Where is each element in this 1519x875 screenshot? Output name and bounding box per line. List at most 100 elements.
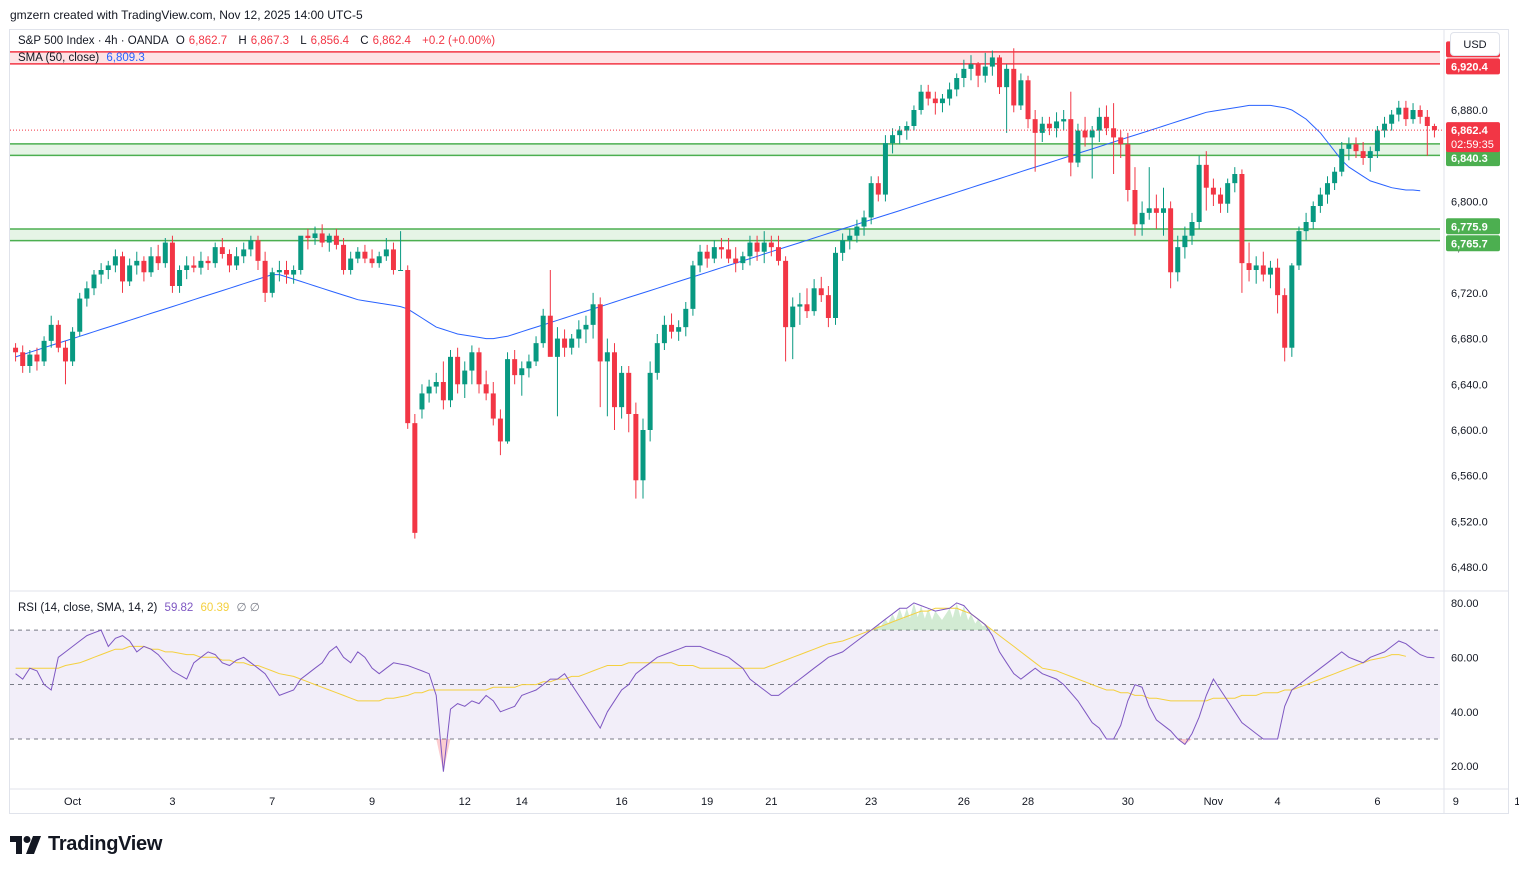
zone-label: 6,920.4	[1451, 61, 1489, 73]
candle	[455, 347, 461, 394]
candle	[1046, 116, 1052, 136]
candle-body	[726, 249, 732, 259]
candle	[134, 251, 140, 275]
candle	[333, 228, 339, 250]
candle-body	[426, 386, 432, 394]
candle-body	[1210, 187, 1216, 195]
candle	[911, 105, 917, 131]
candle-body	[255, 240, 261, 261]
candle	[547, 270, 553, 357]
candle	[1303, 212, 1309, 241]
candle-body	[533, 343, 539, 362]
candle-body	[362, 251, 368, 259]
symbol-label[interactable]: S&P 500 Index · 4h · OANDA	[18, 35, 169, 47]
time-tick-label: 28	[1022, 796, 1034, 808]
price-legend: S&P 500 Index · 4h · OANDA O 6,862.7 H 6,8…	[18, 35, 499, 47]
candle-body	[27, 354, 33, 366]
candle-body	[241, 249, 247, 257]
candle-body	[1068, 119, 1074, 163]
candle-body	[854, 226, 860, 236]
rsi-line	[15, 602, 1435, 772]
candle-body	[519, 368, 525, 376]
candle	[162, 238, 168, 268]
zone-label-bg	[1446, 218, 1500, 235]
rsi-sma-value: 60.39	[200, 602, 230, 614]
candle-body	[20, 352, 26, 366]
chart-frame	[9, 29, 1509, 814]
candle-body	[1282, 295, 1288, 348]
candle	[512, 350, 518, 385]
candle-body	[954, 78, 960, 90]
candle-body	[198, 260, 204, 268]
candle-body	[989, 57, 995, 67]
candle	[989, 50, 995, 76]
candle	[733, 247, 739, 273]
candle	[248, 235, 254, 257]
candle	[590, 292, 596, 339]
candle-body	[490, 393, 496, 419]
candle	[390, 242, 396, 275]
zone-label: 6,775.9	[1451, 221, 1488, 233]
candle-body	[711, 247, 717, 259]
time-tick-label: 19	[701, 796, 713, 808]
candle	[255, 235, 261, 270]
candle	[41, 336, 47, 366]
candle	[897, 126, 903, 145]
candle-body	[355, 251, 361, 259]
candle	[597, 297, 603, 408]
rsi-legend[interactable]: RSI (14, close, SMA, 14, 2) 59.82 60.39 …	[18, 600, 264, 614]
candle-body	[740, 256, 746, 264]
candle	[419, 384, 425, 419]
candle-body	[105, 265, 111, 270]
candle-body	[747, 242, 753, 257]
candle	[34, 347, 40, 371]
zone-label-bg	[1446, 150, 1500, 167]
candle-body	[305, 235, 311, 238]
time-tick-label: 9	[369, 796, 375, 808]
candle-body	[897, 130, 903, 136]
candle	[1417, 105, 1423, 124]
candle	[362, 244, 368, 264]
candle	[997, 55, 1003, 94]
candle-body	[1289, 265, 1295, 348]
tradingview-logo-icon	[10, 835, 41, 854]
rsi-tick-label: 60.00	[1451, 652, 1479, 664]
candle	[1403, 100, 1409, 126]
candle	[155, 244, 161, 270]
candle	[939, 94, 945, 113]
candle	[169, 235, 175, 293]
candle-body	[1296, 231, 1302, 266]
currency-button[interactable]: USD	[1450, 32, 1500, 56]
candle	[818, 276, 824, 302]
candle-body	[1246, 263, 1252, 270]
created-by-note: gmzern created with TradingView.com, Nov…	[10, 8, 363, 22]
sma-legend[interactable]: SMA (50, close) 6,809.3	[18, 52, 149, 64]
tradingview-logo[interactable]: TradingView	[10, 833, 162, 856]
candle-body	[1132, 190, 1138, 225]
candle	[476, 347, 482, 394]
candle-body	[704, 251, 710, 259]
candle	[497, 409, 503, 456]
candle-body	[127, 265, 133, 282]
candle-body	[1032, 119, 1038, 133]
candle-body	[569, 338, 575, 348]
candle	[112, 249, 118, 273]
time-tick-label: 4	[1275, 796, 1281, 808]
candle-body	[1346, 144, 1352, 149]
candle-body	[975, 64, 981, 76]
candle-body	[291, 270, 297, 275]
candle-body	[1267, 267, 1273, 275]
candle	[91, 270, 97, 296]
candle-body	[647, 372, 653, 430]
candle	[447, 350, 453, 408]
candle-body	[1218, 194, 1224, 204]
candle	[640, 418, 646, 499]
candle	[604, 338, 610, 417]
candle-body	[1260, 265, 1266, 275]
candle	[348, 251, 354, 275]
candle-body	[1189, 222, 1195, 236]
candle	[868, 176, 874, 225]
candle	[1196, 155, 1202, 229]
rsi-oversold-fill	[436, 739, 1193, 772]
